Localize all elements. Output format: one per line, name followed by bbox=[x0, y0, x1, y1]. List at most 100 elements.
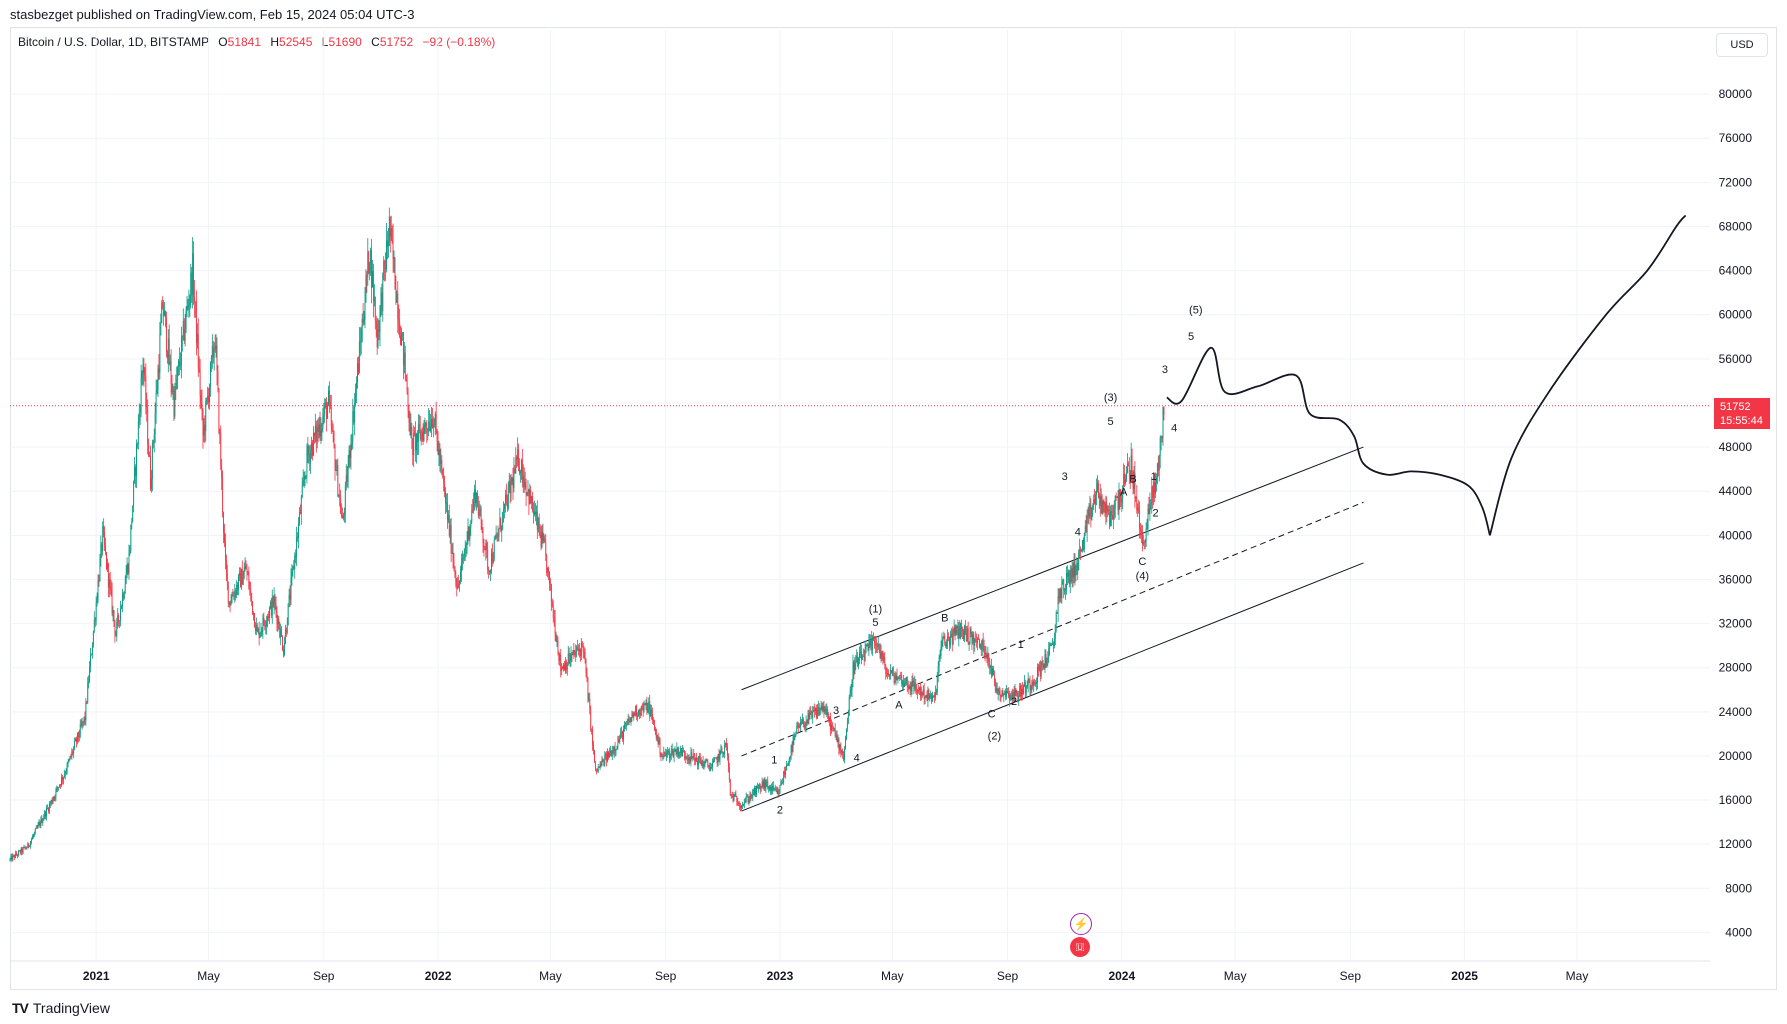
price-tick-label: 80000 bbox=[1719, 87, 1753, 101]
candle-body bbox=[31, 839, 32, 842]
candle-body bbox=[180, 365, 181, 367]
candle-body bbox=[614, 746, 616, 751]
candle-body bbox=[1069, 570, 1071, 584]
candle-body bbox=[948, 637, 949, 638]
candle-body bbox=[380, 292, 382, 307]
candle-body bbox=[275, 603, 277, 612]
candle-body bbox=[503, 508, 505, 513]
candle-body bbox=[17, 851, 19, 856]
candle-body bbox=[342, 515, 344, 518]
candle-body bbox=[816, 709, 818, 718]
candle-body bbox=[756, 785, 757, 795]
candle-body bbox=[974, 639, 976, 646]
candle-body bbox=[1153, 481, 1155, 498]
candle-body bbox=[208, 395, 210, 403]
candle-body bbox=[910, 686, 912, 692]
candle-body bbox=[332, 429, 334, 434]
wave-label: B bbox=[1129, 473, 1136, 485]
candle-body bbox=[982, 640, 984, 646]
candle-body bbox=[705, 760, 707, 762]
close-label: C bbox=[371, 35, 380, 49]
candle-body bbox=[301, 485, 303, 498]
candle-body bbox=[244, 566, 246, 571]
candle-body bbox=[133, 481, 135, 507]
wave-label: (5) bbox=[1189, 305, 1202, 317]
candle-body bbox=[152, 442, 154, 444]
symbol-name[interactable]: Bitcoin / U.S. Dollar, 1D, BITSTAMP bbox=[18, 35, 209, 49]
candle-body bbox=[514, 469, 516, 474]
candle-body bbox=[1038, 665, 1040, 670]
candle-body bbox=[156, 390, 158, 393]
candle-body bbox=[227, 581, 229, 603]
candle-body bbox=[675, 750, 677, 754]
candle-body bbox=[260, 630, 262, 634]
candle-body bbox=[35, 827, 37, 829]
candle-body bbox=[836, 735, 838, 742]
candle-body bbox=[990, 666, 992, 668]
candle-body bbox=[52, 799, 54, 803]
candle-body bbox=[1094, 498, 1096, 504]
candle-body bbox=[1039, 665, 1041, 677]
candle-body bbox=[233, 596, 235, 598]
candle-body bbox=[1004, 690, 1006, 694]
candle-body bbox=[676, 747, 678, 754]
candle-body bbox=[42, 819, 44, 823]
candle-body bbox=[840, 744, 842, 754]
candle-body bbox=[616, 747, 618, 750]
candle-body bbox=[727, 746, 728, 756]
candle-body bbox=[500, 518, 502, 532]
candle-body bbox=[91, 654, 92, 656]
candle-body bbox=[387, 240, 388, 247]
candle-body bbox=[1140, 528, 1141, 531]
candle-body bbox=[406, 378, 408, 393]
candle-body bbox=[1052, 643, 1054, 647]
candle-body bbox=[993, 668, 994, 675]
candle-body bbox=[839, 744, 841, 750]
candle-body bbox=[1139, 510, 1141, 529]
candle-body bbox=[21, 848, 23, 853]
candle-body bbox=[909, 686, 911, 690]
candle-body bbox=[97, 580, 99, 601]
us-flag-icon[interactable]: 🇺 bbox=[1070, 937, 1090, 957]
lightning-icon[interactable]: ⚡ bbox=[1070, 913, 1092, 935]
candle-body bbox=[1009, 694, 1011, 700]
candle-body bbox=[718, 754, 720, 760]
candle-body bbox=[683, 751, 685, 756]
candle-body bbox=[1086, 516, 1088, 533]
candle-body bbox=[581, 642, 583, 646]
candle-body bbox=[901, 675, 903, 685]
candle-body bbox=[454, 566, 456, 575]
candle-body bbox=[323, 414, 325, 416]
candle-body bbox=[677, 747, 679, 757]
candle-body bbox=[1008, 695, 1010, 700]
candle-body bbox=[830, 717, 831, 731]
candle-body bbox=[585, 659, 587, 674]
candle-body bbox=[89, 666, 91, 682]
currency-button[interactable]: USD bbox=[1716, 33, 1768, 57]
candle-body bbox=[713, 757, 715, 762]
candle-body bbox=[875, 643, 876, 646]
candle-body bbox=[430, 426, 432, 431]
wave-label: 5 bbox=[872, 617, 878, 629]
candle-body bbox=[33, 832, 35, 836]
candle-body bbox=[1002, 690, 1004, 696]
candle-body bbox=[254, 627, 256, 631]
candle-body bbox=[548, 567, 550, 572]
candle-body bbox=[1083, 532, 1085, 550]
candle-body bbox=[405, 374, 407, 379]
candle-body bbox=[50, 800, 52, 804]
candle-body bbox=[596, 770, 598, 772]
candle-body bbox=[281, 629, 283, 637]
candle-body bbox=[890, 670, 892, 673]
candle-body bbox=[886, 674, 888, 675]
candle-body bbox=[811, 711, 813, 718]
candle-body bbox=[357, 363, 358, 383]
candle-body bbox=[416, 433, 417, 451]
candle-body bbox=[1099, 495, 1101, 507]
candle-body bbox=[402, 332, 403, 334]
tradingview-brand[interactable]: TV TradingView bbox=[12, 1000, 110, 1016]
candle-body bbox=[110, 586, 112, 591]
candle-body bbox=[1048, 648, 1050, 658]
candle-body bbox=[448, 515, 450, 536]
